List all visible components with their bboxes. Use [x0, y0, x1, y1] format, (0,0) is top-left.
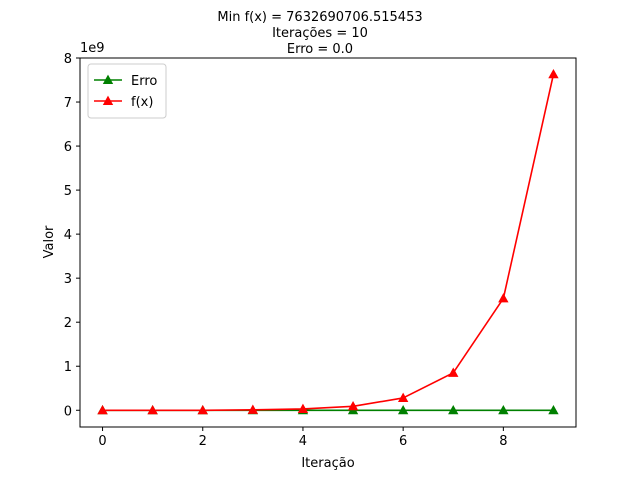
series-1-point — [498, 293, 509, 303]
x-tick-label: 4 — [299, 434, 307, 449]
series-1-point — [397, 392, 409, 402]
y-tick-label: 0 — [64, 404, 72, 419]
y-offset-label: 1e9 — [80, 41, 105, 56]
y-tick-label: 2 — [64, 316, 72, 331]
series-1-point — [247, 404, 259, 414]
y-tick-label: 6 — [64, 140, 72, 155]
x-tick-label: 8 — [499, 434, 507, 449]
legend-box — [87, 63, 167, 119]
series-0-point — [498, 404, 509, 415]
y-axis-label: Valor — [42, 225, 57, 258]
x-axis-label: Iteração — [301, 456, 354, 471]
legend-label: Erro — [131, 74, 157, 89]
y-tick-label: 5 — [64, 184, 72, 199]
series-1-point — [197, 404, 208, 415]
x-tick-label: 2 — [199, 434, 207, 449]
y-tick-label: 7 — [64, 96, 72, 111]
x-tick-label: 0 — [98, 434, 106, 449]
y-tick-label: 3 — [64, 272, 72, 287]
y-axis: 0 1 2 3 4 5 6 7 8 — [64, 52, 80, 419]
legend: Erro f(x) — [87, 63, 167, 119]
legend-marker — [102, 74, 114, 84]
legend-label: f(x) — [131, 95, 153, 110]
chart-title-line-3: Erro = 0.0 — [287, 42, 353, 57]
x-tick-label: 6 — [399, 434, 407, 449]
series-1-point — [347, 400, 359, 411]
plot-layer — [97, 68, 559, 415]
axes-frame — [79, 57, 577, 428]
chart-title-line-2: Iterações = 10 — [272, 26, 368, 41]
series-1-point — [448, 367, 459, 377]
series-0-point — [448, 404, 459, 415]
series-1-point — [97, 404, 108, 415]
series-0-point — [397, 404, 409, 415]
series-0-point — [548, 404, 559, 415]
y-tick-label: 4 — [64, 228, 72, 243]
series-line-1 — [102, 74, 555, 412]
y-tick-label: 8 — [64, 52, 72, 67]
y-tick-label: 1 — [64, 360, 72, 375]
series-1-point — [147, 404, 158, 415]
legend-marker — [102, 95, 114, 105]
series-1-point — [548, 68, 559, 79]
x-axis: 0 2 4 6 8 — [98, 427, 507, 449]
series-1-point — [297, 403, 309, 413]
chart-title-line-1: Min f(x) = 7632690706.515453 — [217, 10, 422, 25]
